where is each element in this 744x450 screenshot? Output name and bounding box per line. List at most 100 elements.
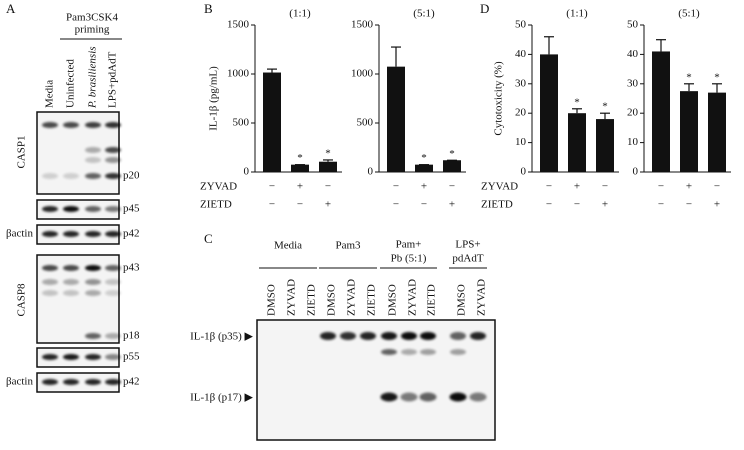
y-tick-label: 50 <box>627 19 639 31</box>
panel-label: D <box>480 1 489 16</box>
treatment-mark: − <box>602 181 608 193</box>
group-label: Pb (5:1) <box>391 253 427 265</box>
y-tick-label: 20 <box>627 107 639 119</box>
y-tick-label: 30 <box>627 77 639 89</box>
blot-band <box>105 265 121 271</box>
treatment-mark: − <box>269 199 275 211</box>
bar <box>708 92 726 172</box>
blot-band <box>42 379 58 385</box>
y-tick-label: 40 <box>515 48 527 60</box>
blot-band <box>105 333 121 339</box>
band-size: p42 <box>123 376 140 388</box>
header: priming <box>75 24 110 36</box>
blot-band <box>105 157 121 163</box>
lane-label: DMSO <box>387 284 399 316</box>
panel-label: C <box>204 231 213 246</box>
bar <box>443 160 461 172</box>
blot-band <box>381 332 397 340</box>
blot-band <box>42 173 58 179</box>
treatment-mark: − <box>393 181 399 193</box>
bar <box>263 72 281 172</box>
bar <box>291 164 309 172</box>
lane-label: ZYVAD <box>476 279 488 316</box>
blot-band <box>63 231 79 237</box>
lane-label: ZIETD <box>366 284 378 316</box>
blot-band <box>42 265 58 271</box>
blot-band <box>85 265 101 271</box>
band-size: p43 <box>123 262 140 274</box>
blot-band <box>85 354 101 360</box>
significance-star: * <box>325 147 331 159</box>
blot-band <box>42 290 58 296</box>
blot-band <box>360 332 376 340</box>
y-tick-label: 50 <box>515 19 527 31</box>
blot-band <box>450 332 466 340</box>
blot-band <box>420 332 436 340</box>
lane-label: DMSO <box>326 284 338 316</box>
bar <box>415 164 433 172</box>
blot-band <box>85 279 101 285</box>
blot-band <box>105 231 121 237</box>
lane-label: ZYVAD <box>346 279 358 316</box>
blot-band <box>85 379 101 385</box>
blot-band <box>105 122 121 128</box>
y-tick-label: 0 <box>368 166 374 178</box>
header: Pam3CSK4 <box>66 12 118 24</box>
blot-band <box>63 206 79 212</box>
chart-title: (1:1) <box>289 8 311 20</box>
blot-band <box>105 206 121 212</box>
lane-label: DMSO <box>456 284 468 316</box>
band-size: p18 <box>123 330 140 342</box>
blot-band <box>401 349 417 355</box>
significance-star: * <box>714 71 720 83</box>
blot-band <box>85 122 101 128</box>
y-tick-label: 0 <box>521 166 527 178</box>
blot-band <box>63 354 79 360</box>
blot-band <box>381 349 397 355</box>
treatment-mark: − <box>325 181 331 193</box>
bar <box>568 113 586 172</box>
treatment-mark: + <box>297 181 303 193</box>
y-tick-label: 10 <box>515 136 527 148</box>
treatment-mark: + <box>686 181 692 193</box>
lane-label: ZIETD <box>306 284 318 316</box>
chart-title: (5:1) <box>413 8 435 20</box>
treatment-mark: − <box>449 181 455 193</box>
treatment-mark: − <box>546 199 552 211</box>
blot-band <box>63 173 79 179</box>
treatment-mark: + <box>325 199 331 211</box>
treatment-mark: − <box>714 181 720 193</box>
panel-label: A <box>6 1 16 16</box>
blot-band <box>42 279 58 285</box>
significance-star: * <box>574 96 580 108</box>
treatment-mark: − <box>686 199 692 211</box>
blot-band <box>105 379 121 385</box>
blot-band <box>449 392 467 402</box>
treatment-name: ZIETD <box>481 199 513 211</box>
blot-band <box>85 173 101 179</box>
blot-band <box>450 349 466 355</box>
band-size: p55 <box>123 351 140 363</box>
band-size: p20 <box>123 170 140 182</box>
significance-star: * <box>297 152 303 164</box>
treatment-mark: + <box>574 181 580 193</box>
y-tick-label: 1000 <box>351 68 374 80</box>
row-label: IL-1β (p35) ▶ <box>190 331 253 343</box>
treatment-mark: + <box>714 199 720 211</box>
lane-label: ZYVAD <box>407 279 419 316</box>
y-tick-label: 1500 <box>351 19 374 31</box>
blot-band <box>42 354 58 360</box>
y-tick-label: 1500 <box>227 19 250 31</box>
blot-band <box>105 354 121 360</box>
blot-band <box>63 122 79 128</box>
y-tick-label: 500 <box>357 117 374 129</box>
blot-band <box>63 290 79 296</box>
group-label: pdAdT <box>452 253 483 265</box>
lane-label: LPS+pdAdT <box>107 51 119 108</box>
y-axis-label: Cytotoxicity (%) <box>493 61 505 136</box>
bar <box>387 66 405 172</box>
blot-band <box>105 290 121 296</box>
treatment-mark: + <box>449 199 455 211</box>
y-tick-label: 1000 <box>227 68 250 80</box>
significance-star: * <box>602 101 608 113</box>
